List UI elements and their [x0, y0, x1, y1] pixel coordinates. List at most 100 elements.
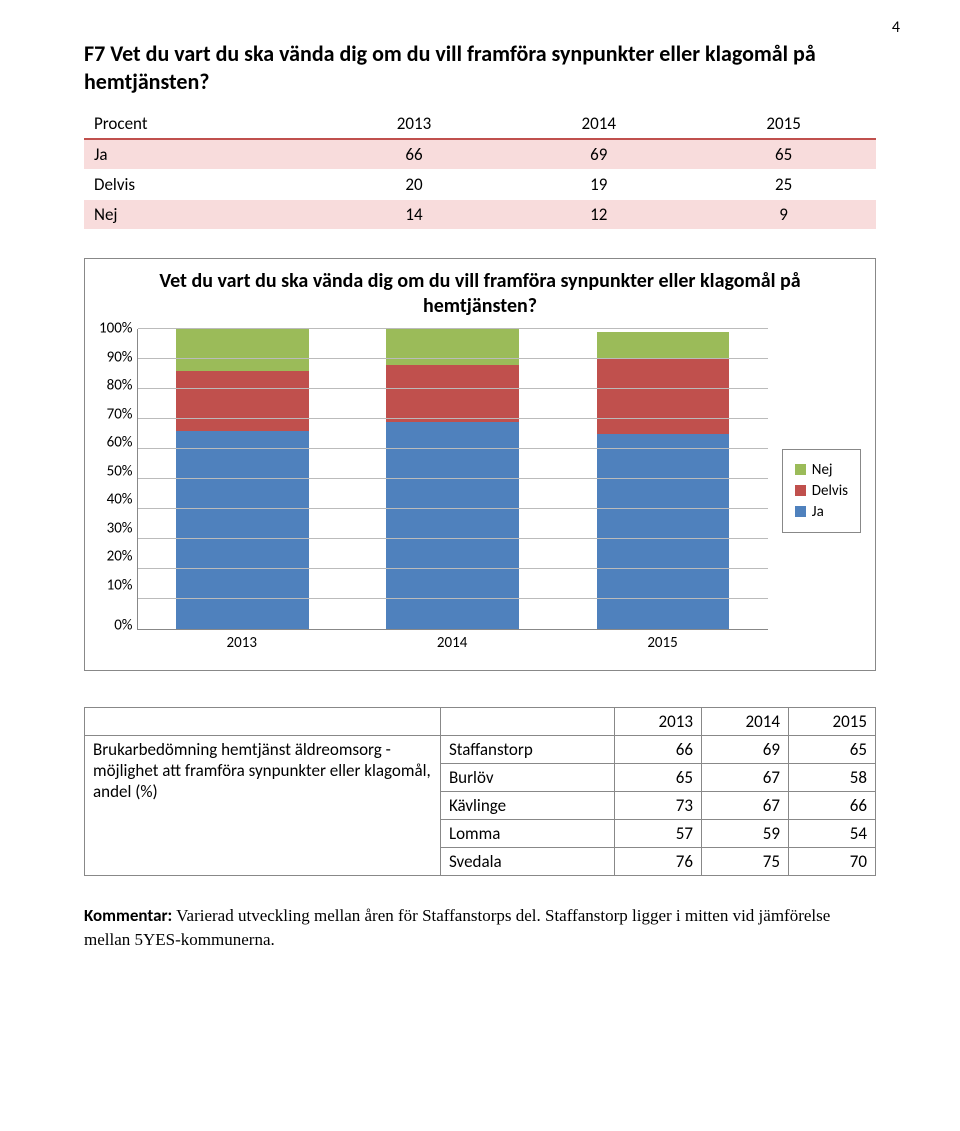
- table-description: Brukarbedömning hemtjänst äldreomsorg - …: [85, 736, 441, 876]
- cell-value: 12: [506, 200, 691, 230]
- bar-segment-ja: [176, 431, 308, 629]
- cell-value: 57: [614, 820, 701, 848]
- y-tick-label: 100%: [99, 322, 133, 337]
- grid-line: [138, 568, 768, 569]
- question-heading: F7 Vet du vart du ska vända dig om du vi…: [84, 40, 876, 95]
- legend-item: Delvis: [795, 482, 848, 500]
- bars-row: [138, 329, 768, 629]
- bar-segment-ja: [597, 434, 729, 629]
- cell-value: 66: [788, 792, 875, 820]
- grid-line: [138, 508, 768, 509]
- municipality-label: Staffanstorp: [440, 736, 614, 764]
- cell-value: 67: [701, 792, 788, 820]
- cell-value: 65: [788, 736, 875, 764]
- row-label: Delvis: [84, 170, 322, 200]
- y-tick-label: 0%: [99, 619, 133, 634]
- row-label: Nej: [84, 200, 322, 230]
- cell-value: 76: [614, 848, 701, 876]
- legend-swatch: [795, 506, 806, 517]
- grid-line: [138, 448, 768, 449]
- grid-line: [138, 328, 768, 329]
- y-tick-label: 70%: [99, 407, 133, 422]
- legend-item: Nej: [795, 461, 848, 479]
- question-text: Vet du vart du ska vända dig om du vill …: [84, 40, 816, 95]
- x-tick-label: 2014: [386, 634, 519, 652]
- chart-bar: [176, 329, 308, 629]
- comparison-table: 2013 2014 2015 Brukarbedömning hemtjänst…: [84, 707, 876, 876]
- table-row: Nej14129: [84, 200, 876, 230]
- chart-bar: [597, 329, 729, 629]
- y-tick-label: 10%: [99, 578, 133, 593]
- cell-value: 75: [701, 848, 788, 876]
- cell-value: 20: [322, 170, 507, 200]
- grid-line: [138, 538, 768, 539]
- legend-label: Ja: [812, 503, 824, 521]
- grid-line: [138, 388, 768, 389]
- legend-swatch: [795, 464, 806, 475]
- cell-value: 25: [691, 170, 876, 200]
- percent-table: Procent 2013 2014 2015 Ja666965Delvis201…: [84, 109, 876, 230]
- col-header-label: Procent: [84, 109, 322, 139]
- y-tick-label: 40%: [99, 493, 133, 508]
- cell-value: 67: [701, 764, 788, 792]
- col-header-year: 2015: [691, 109, 876, 139]
- bar-segment-nej: [386, 329, 518, 365]
- bar-segment-nej: [176, 329, 308, 371]
- legend-label: Delvis: [812, 482, 848, 500]
- cell-value: 19: [506, 170, 691, 200]
- cell-value: 59: [701, 820, 788, 848]
- bar-segment-delvis: [386, 365, 518, 422]
- cell-value: 9: [691, 200, 876, 230]
- chart-title: Vet du vart du ska vända dig om du vill …: [159, 269, 801, 319]
- y-tick-label: 20%: [99, 550, 133, 565]
- comment-paragraph: Kommentar: Varierad utveckling mellan år…: [84, 904, 876, 952]
- table-row: Brukarbedömning hemtjänst äldreomsorg - …: [85, 736, 876, 764]
- cell-value: 54: [788, 820, 875, 848]
- legend-swatch: [795, 485, 806, 496]
- col-header-year: 2014: [701, 708, 788, 736]
- table-row: Procent 2013 2014 2015: [84, 109, 876, 139]
- plot-area: [137, 329, 768, 630]
- y-tick-label: 50%: [99, 464, 133, 479]
- cell-value: 73: [614, 792, 701, 820]
- cell-value: 14: [322, 200, 507, 230]
- cell-value: 65: [614, 764, 701, 792]
- table-row: 2013 2014 2015: [85, 708, 876, 736]
- y-tick-label: 60%: [99, 436, 133, 451]
- col-header-year: 2015: [788, 708, 875, 736]
- cell-value: 69: [506, 139, 691, 170]
- bar-segment-delvis: [597, 359, 729, 434]
- grid-line: [138, 418, 768, 419]
- stacked-bar-chart: Vet du vart du ska vända dig om du vill …: [84, 258, 876, 671]
- cell-value: 69: [701, 736, 788, 764]
- x-tick-label: 2015: [596, 634, 729, 652]
- table-row: Delvis201925: [84, 170, 876, 200]
- col-header-year: 2013: [322, 109, 507, 139]
- chart-body: 100%90%80%70%60%50%40%30%20%10%0% 201320…: [99, 329, 861, 652]
- x-axis: 2013 2014 2015: [137, 634, 768, 652]
- comment-body: Varierad utveckling mellan åren för Staf…: [84, 906, 830, 949]
- table-row: Ja666965: [84, 139, 876, 170]
- y-tick-label: 90%: [99, 350, 133, 365]
- grid-line: [138, 478, 768, 479]
- bar-segment-nej: [597, 332, 729, 359]
- grid-line: [138, 358, 768, 359]
- cell-value: 70: [788, 848, 875, 876]
- page: 4 F7 Vet du vart du ska vända dig om du …: [0, 0, 960, 1131]
- cell-value: 58: [788, 764, 875, 792]
- row-label: Ja: [84, 139, 322, 170]
- bar-segment-delvis: [176, 371, 308, 431]
- y-tick-label: 30%: [99, 521, 133, 536]
- col-header-year: 2013: [614, 708, 701, 736]
- grid-line: [138, 598, 768, 599]
- chart-legend: Nej Delvis Ja: [782, 449, 861, 533]
- plot-wrap: 100%90%80%70%60%50%40%30%20%10%0% 201320…: [99, 329, 768, 652]
- y-tick-label: 80%: [99, 379, 133, 394]
- col-header-year: 2014: [506, 109, 691, 139]
- municipality-label: Burlöv: [440, 764, 614, 792]
- chart-bar: [386, 329, 518, 629]
- municipality-label: Lomma: [440, 820, 614, 848]
- x-tick-label: 2013: [175, 634, 308, 652]
- cell-value: 66: [614, 736, 701, 764]
- question-code: F7: [84, 40, 105, 67]
